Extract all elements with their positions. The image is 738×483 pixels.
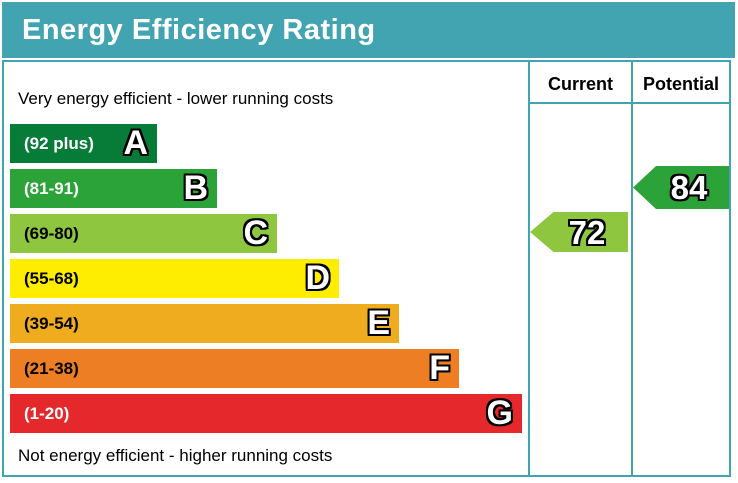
band-letter: F xyxy=(429,349,450,387)
band-row-c: (69-80) C xyxy=(10,214,277,253)
rating-chart: Current Potential Very energy efficient … xyxy=(2,60,731,477)
column-header-underline xyxy=(528,102,729,104)
band-letter: B xyxy=(183,169,208,207)
caption-very-efficient: Very energy efficient - lower running co… xyxy=(18,89,334,108)
band-row-b: (81-91) B xyxy=(10,169,217,208)
band-range-label: (81-91) xyxy=(24,178,79,198)
page-title: Energy Efficiency Rating xyxy=(22,13,376,46)
band-letter: G xyxy=(486,394,513,432)
band-letter: D xyxy=(305,259,330,297)
band-range-label: (21-38) xyxy=(24,358,79,378)
band-row-f: (21-38) F xyxy=(10,349,459,388)
band-letter: E xyxy=(367,304,390,342)
band-letter: C xyxy=(243,214,268,252)
column-divider-current xyxy=(528,62,530,475)
band-row-a: (92 plus) A xyxy=(10,124,157,163)
band-range-label: (92 plus) xyxy=(24,133,94,153)
band-letter: A xyxy=(123,124,148,162)
current-rating-value: 72 xyxy=(568,213,606,251)
band-range-label: (69-80) xyxy=(24,223,79,243)
band-range-label: (1-20) xyxy=(24,403,70,423)
band-row-g: (1-20) G xyxy=(10,394,522,433)
potential-rating-arrow: 84 xyxy=(633,166,729,209)
band-range-label: (39-54) xyxy=(24,313,79,333)
title-bar: Energy Efficiency Rating xyxy=(2,2,735,58)
column-divider-potential xyxy=(631,62,633,475)
caption-not-efficient: Not energy efficient - higher running co… xyxy=(18,446,333,465)
column-header-potential: Potential xyxy=(642,74,719,94)
potential-rating-value: 84 xyxy=(670,169,708,206)
band-range-label: (55-68) xyxy=(24,268,79,288)
band-row-d: (55-68) D xyxy=(10,259,339,298)
band-row-e: (39-54) E xyxy=(10,304,399,343)
current-rating-arrow: 72 xyxy=(530,212,628,252)
column-header-current: Current xyxy=(547,74,613,94)
